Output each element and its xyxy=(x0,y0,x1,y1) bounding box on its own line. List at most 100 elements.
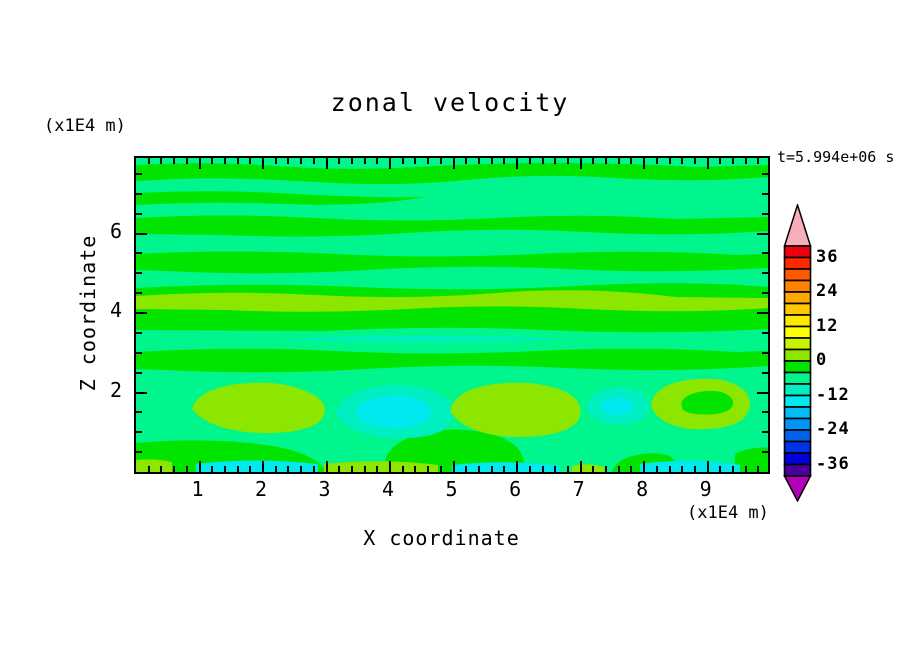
colorbar-segment xyxy=(783,452,812,466)
x-minor-tick xyxy=(554,158,556,164)
x-minor-tick xyxy=(745,158,747,164)
x-minor-tick xyxy=(669,466,671,472)
z-minor-tick xyxy=(762,372,768,374)
x-minor-tick xyxy=(160,466,162,472)
contour-field xyxy=(136,158,768,472)
z-minor-tick xyxy=(136,431,142,433)
x-minor-tick xyxy=(249,466,251,472)
x-minor-tick xyxy=(605,158,607,164)
x-minor-tick xyxy=(491,158,493,164)
x-minor-tick xyxy=(338,158,340,164)
x-tick-label: 3 xyxy=(318,477,331,501)
x-minor-tick xyxy=(529,158,531,164)
z-minor-tick xyxy=(762,272,768,274)
colorbar-segment xyxy=(783,417,812,431)
x-minor-tick xyxy=(300,466,302,472)
x-tick-label: 1 xyxy=(191,477,204,501)
time-annotation: t=5.994e+06 s xyxy=(777,148,895,166)
x-minor-tick xyxy=(148,158,150,164)
x-tick-label: 7 xyxy=(572,477,585,501)
z-minor-tick xyxy=(136,213,142,215)
z-major-tick xyxy=(136,392,147,394)
x-minor-tick xyxy=(542,158,544,164)
x-minor-tick xyxy=(148,466,150,472)
z-major-tick xyxy=(136,233,147,235)
x-minor-tick xyxy=(376,466,378,472)
plot-area xyxy=(134,156,770,474)
x-major-tick xyxy=(643,461,645,472)
z-major-tick xyxy=(757,312,768,314)
x-tick-label: 4 xyxy=(382,477,395,501)
x-tick-label: 9 xyxy=(699,477,712,501)
colorbar-segment xyxy=(783,325,812,339)
x-tick-label: 6 xyxy=(509,477,522,501)
z-minor-tick xyxy=(136,352,142,354)
y-axis-unit-label: (x1E4 m) xyxy=(44,116,126,136)
x-minor-tick xyxy=(275,158,277,164)
x-minor-tick xyxy=(249,158,251,164)
x-major-tick xyxy=(326,461,328,472)
x-minor-tick xyxy=(669,158,671,164)
x-minor-tick xyxy=(300,158,302,164)
x-minor-tick xyxy=(630,158,632,164)
x-minor-tick xyxy=(630,466,632,472)
z-minor-tick xyxy=(762,451,768,453)
z-minor-tick xyxy=(762,411,768,413)
x-minor-tick xyxy=(681,158,683,164)
x-tick-label: 8 xyxy=(636,477,649,501)
x-minor-tick xyxy=(186,466,188,472)
colorbar-tick-label: -36 xyxy=(816,453,850,474)
x-minor-tick xyxy=(503,158,505,164)
x-minor-tick xyxy=(351,466,353,472)
x-major-tick xyxy=(453,158,455,169)
x-minor-tick xyxy=(567,466,569,472)
x-minor-tick xyxy=(364,158,366,164)
colorbar-segment xyxy=(783,337,812,351)
x-minor-tick xyxy=(402,158,404,164)
colorbar-segment xyxy=(783,394,812,408)
x-minor-tick xyxy=(656,158,658,164)
x-minor-tick xyxy=(237,158,239,164)
z-minor-tick xyxy=(762,173,768,175)
x-minor-tick xyxy=(224,158,226,164)
x-minor-tick xyxy=(211,466,213,472)
contour-region-green xyxy=(136,215,768,237)
y-tick-label: 6 xyxy=(109,218,122,243)
contour-region-green xyxy=(136,348,768,373)
contour-region-chartreuse xyxy=(136,290,768,312)
colorbar-segment xyxy=(783,360,812,374)
x-minor-tick xyxy=(427,466,429,472)
colorbar-tick-label: 24 xyxy=(816,281,839,301)
x-minor-tick xyxy=(338,466,340,472)
z-minor-tick xyxy=(136,252,142,254)
contour-region-green xyxy=(136,191,426,205)
z-major-tick xyxy=(757,233,768,235)
x-minor-tick xyxy=(275,466,277,472)
contour-region-cyan xyxy=(640,460,740,472)
x-minor-tick xyxy=(364,466,366,472)
contour-region-green xyxy=(734,447,768,472)
z-minor-tick xyxy=(136,292,142,294)
contour-region-green xyxy=(681,390,734,415)
x-major-tick xyxy=(389,461,391,472)
contour-region-green xyxy=(136,251,768,274)
colorbar-segment xyxy=(783,371,812,385)
x-minor-tick xyxy=(173,466,175,472)
colorbar-tick-label: -12 xyxy=(816,384,850,405)
x-minor-tick xyxy=(402,466,404,472)
z-minor-tick xyxy=(762,252,768,254)
x-minor-tick xyxy=(376,158,378,164)
z-minor-tick xyxy=(762,431,768,433)
x-major-tick xyxy=(262,158,264,169)
z-minor-tick xyxy=(136,411,142,413)
x-minor-tick xyxy=(618,158,620,164)
z-minor-tick xyxy=(136,451,142,453)
z-minor-tick xyxy=(136,272,142,274)
x-minor-tick xyxy=(313,466,315,472)
x-minor-tick xyxy=(160,158,162,164)
colorbar-segment xyxy=(783,406,812,420)
z-minor-tick xyxy=(136,173,142,175)
x-major-tick xyxy=(643,158,645,169)
x-major-tick xyxy=(389,158,391,169)
x-major-tick xyxy=(199,158,201,169)
